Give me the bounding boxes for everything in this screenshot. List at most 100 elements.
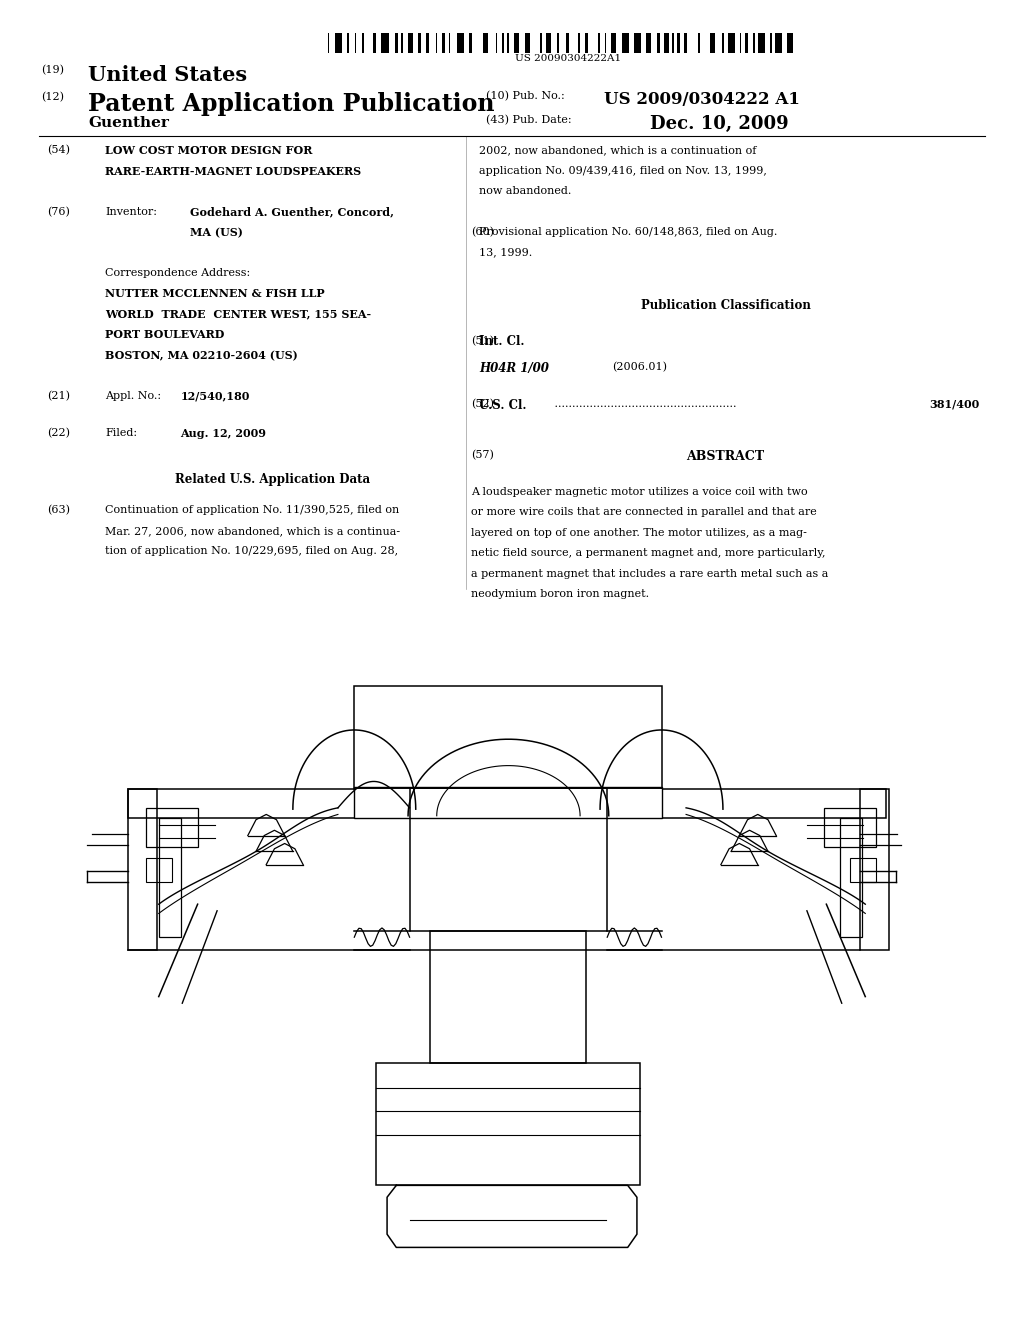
Text: (22): (22): [47, 428, 70, 438]
Text: Publication Classification: Publication Classification: [641, 298, 810, 312]
Bar: [408, 33, 413, 53]
Text: 2002, now abandoned, which is a continuation of: 2002, now abandoned, which is a continua…: [479, 145, 757, 156]
Text: (57): (57): [471, 450, 494, 461]
Bar: [449, 33, 451, 53]
Text: Provisional application No. 60/148,863, filed on Aug.: Provisional application No. 60/148,863, …: [479, 227, 777, 238]
Text: RARE-EARTH-MAGNET LOUDSPEAKERS: RARE-EARTH-MAGNET LOUDSPEAKERS: [105, 165, 361, 177]
Bar: [128, 789, 157, 950]
Bar: [430, 931, 586, 1063]
Text: netic field source, a permanent magnet and, more particularly,: netic field source, a permanent magnet a…: [471, 548, 825, 558]
Bar: [698, 33, 699, 53]
Bar: [159, 818, 181, 937]
Bar: [541, 33, 542, 53]
Text: (21): (21): [47, 391, 70, 401]
Bar: [710, 33, 715, 53]
Text: (51): (51): [471, 335, 494, 346]
Bar: [436, 33, 437, 53]
Text: (60): (60): [471, 227, 494, 238]
Bar: [770, 33, 771, 53]
Text: (10) Pub. No.:: (10) Pub. No.:: [486, 91, 565, 102]
Text: 12/540,180: 12/540,180: [180, 391, 250, 401]
Bar: [373, 33, 376, 53]
Text: now abandoned.: now abandoned.: [479, 186, 571, 197]
Text: PORT BOULEVARD: PORT BOULEVARD: [105, 329, 225, 341]
Text: 13, 1999.: 13, 1999.: [479, 247, 532, 257]
Bar: [508, 33, 509, 53]
Text: Appl. No.:: Appl. No.:: [105, 391, 162, 401]
Text: Correspondence Address:: Correspondence Address:: [105, 268, 251, 279]
Text: US 20090304222A1: US 20090304222A1: [515, 54, 622, 63]
Text: Aug. 12, 2009: Aug. 12, 2009: [180, 428, 266, 438]
Bar: [850, 858, 876, 882]
Text: U.S. Cl.: U.S. Cl.: [479, 399, 526, 412]
Bar: [645, 33, 650, 53]
Text: ABSTRACT: ABSTRACT: [686, 450, 765, 463]
Bar: [610, 33, 615, 53]
Text: BOSTON, MA 02210-2604 (US): BOSTON, MA 02210-2604 (US): [105, 350, 298, 360]
Bar: [739, 33, 741, 53]
Bar: [395, 33, 398, 53]
Text: or more wire coils that are connected in parallel and that are: or more wire coils that are connected in…: [471, 507, 817, 517]
Bar: [727, 33, 734, 53]
Text: WORLD  TRADE  CENTER WEST, 155 SEA-: WORLD TRADE CENTER WEST, 155 SEA-: [105, 309, 372, 319]
Bar: [355, 33, 356, 53]
Bar: [146, 808, 198, 847]
Bar: [146, 858, 172, 882]
Bar: [557, 33, 559, 53]
Text: H04R 1/00: H04R 1/00: [479, 362, 549, 375]
Text: Godehard A. Guenther, Concord,: Godehard A. Guenther, Concord,: [190, 206, 394, 218]
Bar: [469, 33, 472, 53]
Text: (2006.01): (2006.01): [612, 362, 668, 372]
Text: (63): (63): [47, 506, 70, 516]
Text: (12): (12): [41, 92, 63, 103]
Bar: [458, 33, 465, 53]
Bar: [622, 33, 629, 53]
Text: US 2009/0304222 A1: US 2009/0304222 A1: [604, 91, 800, 108]
Bar: [604, 33, 606, 53]
Text: Int. Cl.: Int. Cl.: [479, 335, 524, 348]
Bar: [677, 33, 680, 53]
Text: Filed:: Filed:: [105, 428, 137, 437]
Bar: [354, 789, 662, 818]
Bar: [426, 33, 429, 53]
Bar: [382, 33, 389, 53]
Text: (52): (52): [471, 399, 494, 409]
Text: NUTTER MCCLENNEN & FISH LLP: NUTTER MCCLENNEN & FISH LLP: [105, 288, 325, 300]
Text: Inventor:: Inventor:: [105, 206, 158, 216]
Bar: [128, 789, 886, 818]
Bar: [335, 33, 342, 53]
Text: layered on top of one another. The motor utilizes, as a mag-: layered on top of one another. The motor…: [471, 528, 807, 537]
Text: Related U.S. Application Data: Related U.S. Application Data: [175, 473, 371, 486]
Bar: [744, 33, 748, 53]
Bar: [362, 33, 364, 53]
Text: neodymium boron iron magnet.: neodymium boron iron magnet.: [471, 589, 649, 599]
Bar: [860, 789, 889, 950]
Bar: [547, 33, 552, 53]
Bar: [672, 33, 674, 53]
Text: Guenther: Guenther: [88, 116, 169, 131]
Text: A loudspeaker magnetic motor utilizes a voice coil with two: A loudspeaker magnetic motor utilizes a …: [471, 487, 808, 496]
Bar: [585, 33, 588, 53]
Bar: [418, 33, 421, 53]
Bar: [401, 33, 403, 53]
Text: application No. 09/439,416, filed on Nov. 13, 1999,: application No. 09/439,416, filed on Nov…: [479, 165, 767, 176]
Bar: [410, 788, 607, 931]
Bar: [565, 33, 569, 53]
Bar: [578, 33, 580, 53]
Bar: [656, 33, 659, 53]
Bar: [525, 33, 530, 53]
Bar: [442, 33, 445, 53]
Text: (43) Pub. Date:: (43) Pub. Date:: [486, 115, 572, 125]
Bar: [347, 33, 348, 53]
Bar: [787, 33, 793, 53]
Text: Mar. 27, 2006, now abandoned, which is a continua-: Mar. 27, 2006, now abandoned, which is a…: [105, 525, 400, 536]
Bar: [483, 33, 488, 53]
Bar: [684, 33, 687, 53]
Bar: [775, 33, 782, 53]
Text: United States: United States: [88, 65, 247, 84]
Text: (54): (54): [47, 145, 70, 156]
Text: a permanent magnet that includes a rare earth metal such as a: a permanent magnet that includes a rare …: [471, 569, 828, 578]
Bar: [634, 33, 641, 53]
Bar: [354, 787, 662, 818]
Bar: [514, 33, 519, 53]
